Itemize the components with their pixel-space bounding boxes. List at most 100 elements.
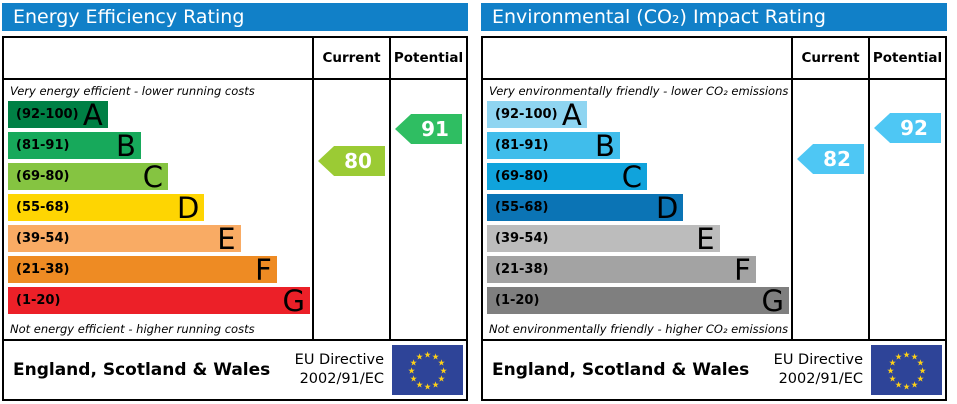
environmental-panel-footer: England, Scotland & Wales EU Directive 2… (481, 339, 947, 401)
band-range-label: (69-80) (16, 169, 70, 184)
band-letter: E (217, 221, 236, 256)
svg-text:★: ★ (911, 353, 919, 363)
energy-rating-table: Current Potential Very energy efficient … (2, 36, 468, 341)
band-range-label: (39-54) (495, 231, 549, 246)
band-letter: D (655, 190, 679, 225)
energy-scale-header-spacer (4, 38, 312, 78)
energy-potential-column: 91 (389, 80, 466, 339)
band-letter: F (734, 252, 751, 287)
band-letter: B (594, 128, 615, 163)
band-letter: G (761, 283, 784, 318)
svg-text:★: ★ (895, 380, 903, 390)
svg-text:★: ★ (410, 375, 418, 385)
band-range-label: (1-20) (495, 293, 540, 308)
band-range-label: (92-100) (16, 107, 79, 122)
svg-text:★: ★ (903, 383, 911, 393)
svg-text:★: ★ (438, 375, 446, 385)
energy-band-b: (81-91) B (8, 128, 141, 163)
energy-current-column: 80 (312, 80, 389, 339)
svg-text:★: ★ (917, 375, 925, 385)
environmental-bands: (92-100) A (81-91) B (69-80) C (55-68) (487, 100, 789, 318)
svg-text:★: ★ (903, 351, 911, 361)
band-range-label: (55-68) (16, 200, 70, 215)
band-letter: B (115, 128, 136, 163)
environmental-band-c: (69-80) C (487, 159, 648, 194)
svg-text:★: ★ (432, 353, 440, 363)
svg-text:★: ★ (416, 353, 424, 363)
eu-directive-line1: EU Directive (773, 352, 863, 369)
energy-band-g: (1-20) G (8, 283, 310, 318)
energy-panel-title: Energy Efficiency Rating (2, 3, 468, 31)
band-letter: D (176, 190, 200, 225)
eu-flag-icon: ★ ★ ★ ★ ★ ★ ★ ★ ★ ★ ★ ★ (871, 345, 942, 395)
svg-text:★: ★ (889, 359, 897, 369)
band-letter: C (621, 159, 643, 194)
energy-band-e: (39-54) E (8, 221, 241, 256)
energy-rating-panel: Energy Efficiency Rating Current Potenti… (2, 3, 468, 401)
energy-potential-rating-arrow: 91 (395, 114, 462, 144)
band-range-label: (1-20) (16, 293, 61, 308)
environmental-band-b: (81-91) B (487, 128, 620, 163)
environmental-band-f: (21-38) F (487, 252, 756, 287)
band-range-label: (69-80) (495, 169, 549, 184)
eu-flag-stars: ★ ★ ★ ★ ★ ★ ★ ★ ★ ★ ★ ★ (887, 351, 927, 393)
eu-flag-stars: ★ ★ ★ ★ ★ ★ ★ ★ ★ ★ ★ ★ (408, 351, 448, 393)
svg-text:★: ★ (911, 380, 919, 390)
band-range-label: (21-38) (495, 262, 549, 277)
svg-text:★: ★ (438, 359, 446, 369)
environmental-band-d: (55-68) D (487, 190, 684, 225)
band-range-label: (81-91) (16, 138, 70, 153)
band-range-label: (81-91) (495, 138, 549, 153)
eu-directive-line1: EU Directive (294, 352, 384, 369)
environmental-rating-panel: Environmental (CO₂) Impact Rating Curren… (481, 3, 947, 401)
environmental-table-body: Very environmentally friendly - lower CO… (483, 80, 945, 339)
svg-text:★: ★ (919, 367, 927, 377)
environmental-band-a: (92-100) A (487, 100, 587, 129)
band-range-label: (21-38) (16, 262, 70, 277)
svg-text:★: ★ (416, 380, 424, 390)
energy-bands: (92-100) A (81-91) B (69-80) C (55-68) (8, 97, 310, 318)
eu-directive-text: EU Directive 2002/91/EC (295, 351, 384, 388)
eu-directive-text: EU Directive 2002/91/EC (774, 351, 863, 388)
energy-panel-footer: England, Scotland & Wales EU Directive 2… (2, 339, 468, 401)
svg-text:★: ★ (424, 383, 432, 393)
svg-text:★: ★ (424, 351, 432, 361)
environmental-scale-area: Very environmentally friendly - lower CO… (483, 80, 791, 339)
energy-band-d: (55-68) D (8, 190, 205, 225)
environmental-panel-title: Environmental (CO₂) Impact Rating (481, 3, 947, 31)
environmental-rating-table: Current Potential Very environmentally f… (481, 36, 947, 341)
energy-potential-column-header: Potential (389, 38, 466, 78)
energy-table-header: Current Potential (4, 38, 466, 80)
svg-text:★: ★ (895, 353, 903, 363)
energy-current-rating-arrow: 80 (318, 146, 385, 176)
environmental-band-g: (1-20) G (487, 283, 789, 318)
energy-band-f: (21-38) F (8, 252, 277, 287)
band-letter: F (255, 252, 272, 287)
environmental-potential-rating-arrow: 92 (874, 113, 941, 143)
band-letter: C (142, 159, 164, 194)
svg-text:★: ★ (432, 380, 440, 390)
energy-bottom-note: Not energy efficient - higher running co… (10, 322, 255, 336)
band-range-label: (92-100) (495, 107, 558, 122)
environmental-current-column: 82 (791, 80, 868, 339)
svg-text:★: ★ (887, 367, 895, 377)
band-letter: A (82, 97, 103, 132)
environmental-current-rating-arrow: 82 (797, 144, 864, 174)
region-label: England, Scotland & Wales (492, 360, 750, 380)
eu-directive-line2: 2002/91/EC (299, 371, 384, 387)
band-letter: G (282, 283, 305, 318)
svg-text:★: ★ (889, 375, 897, 385)
eu-directive-line2: 2002/91/EC (778, 371, 863, 387)
svg-text:★: ★ (408, 367, 416, 377)
environmental-top-note: Very environmentally friendly - lower CO… (489, 84, 789, 98)
energy-top-note: Very energy efficient - lower running co… (10, 84, 255, 98)
environmental-bottom-note: Not environmentally friendly - higher CO… (489, 322, 789, 336)
svg-text:★: ★ (440, 367, 448, 377)
energy-current-column-header: Current (312, 38, 389, 78)
energy-band-c: (69-80) C (8, 159, 169, 194)
region-label: England, Scotland & Wales (13, 360, 271, 380)
environmental-band-e: (39-54) E (487, 224, 720, 253)
environmental-scale-header-spacer (483, 38, 791, 78)
band-range-label: (39-54) (16, 231, 70, 246)
